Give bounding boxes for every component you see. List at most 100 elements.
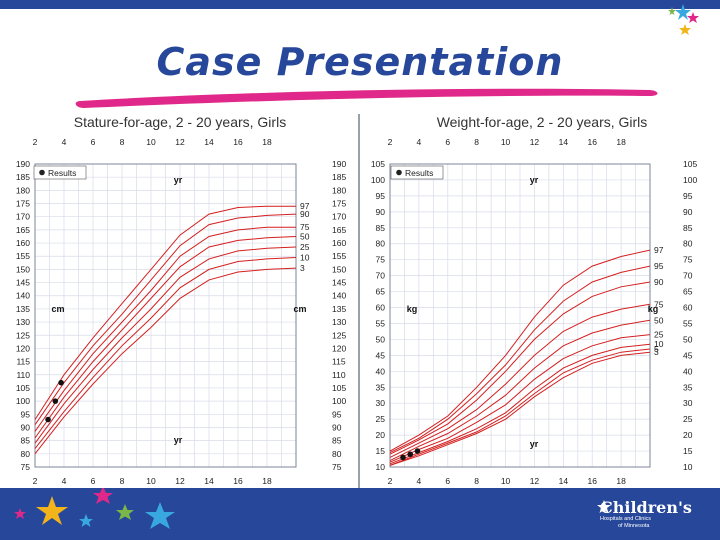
stature-y-tick-left: 135: [16, 304, 30, 314]
stature-x-unit-bottom: yr: [174, 435, 183, 445]
weight-x-tick-bottom: 2: [388, 476, 393, 486]
stature-percentile-90-line: [34, 213, 297, 426]
stature-y-tick-right: 170: [332, 212, 346, 222]
stature-chart-title: Stature-for-age, 2 - 20 years, Girls: [74, 114, 286, 130]
weight-x-tick-bottom: 16: [587, 476, 597, 486]
stature-y-tick-left: 190: [16, 159, 30, 169]
weight-percentile-95-label: 95: [654, 261, 664, 271]
stature-percentile-90-label: 90: [300, 209, 310, 219]
stature-x-tick-bottom: 4: [62, 476, 67, 486]
star-icon: [116, 504, 134, 520]
stature-x-tick-top: 18: [262, 137, 272, 147]
stature-y-tick-left: 80: [21, 449, 31, 459]
weight-x-tick-top: 12: [530, 137, 540, 147]
stature-y-tick-left: 175: [16, 199, 30, 209]
stature-x-tick-top: 10: [146, 137, 156, 147]
star-icon: [79, 514, 93, 527]
stature-y-tick-left: 145: [16, 278, 30, 288]
stature-y-tick-left: 170: [16, 212, 30, 222]
stature-y-unit-left: cm: [51, 304, 64, 314]
stature-y-tick-right: 115: [332, 357, 346, 367]
stature-percentile-3-label: 3: [300, 263, 305, 273]
weight-percentile-25-label: 25: [654, 330, 664, 340]
stature-y-tick-right: 110: [332, 370, 346, 380]
weight-y-tick-left: 50: [376, 334, 386, 344]
weight-y-tick-right: 95: [683, 191, 693, 201]
footer-stars: [14, 486, 175, 529]
weight-result-point: [414, 448, 421, 454]
weight-percentile-90-line: [389, 281, 651, 455]
stature-y-tick-left: 180: [16, 185, 30, 195]
stature-x-tick-top: 12: [175, 137, 185, 147]
star-icon: [145, 502, 175, 529]
star-icon: [668, 7, 676, 15]
stature-y-tick-right: 120: [332, 343, 346, 353]
stature-y-tick-right: 190: [332, 159, 346, 169]
stature-percentile-97-label: 97: [300, 201, 310, 211]
weight-y-tick-right: 10: [683, 462, 693, 472]
weight-percentile-10-label: 10: [654, 339, 664, 349]
stature-y-tick-left: 115: [16, 357, 30, 367]
star-icon: [36, 496, 68, 525]
weight-y-tick-left: 45: [376, 350, 386, 360]
weight-x-tick-bottom: 10: [501, 476, 511, 486]
weight-y-tick-left: 75: [376, 255, 386, 265]
weight-y-tick-left: 35: [376, 382, 386, 392]
weight-x-tick-top: 2: [388, 137, 393, 147]
stature-y-tick-right: 85: [332, 436, 342, 446]
weight-y-tick-left: 90: [376, 207, 386, 217]
stature-percentile-50-label: 50: [300, 231, 310, 241]
weight-percentile-3-line: [389, 351, 651, 466]
star-icon: [675, 4, 691, 20]
weight-y-unit-left: kg: [407, 304, 418, 314]
stature-y-tick-right: 175: [332, 199, 346, 209]
weight-x-unit-bottom: yr: [530, 439, 539, 449]
weight-y-tick-left: 40: [376, 366, 386, 376]
logo-mark: [597, 500, 611, 513]
weight-x-tick-bottom: 14: [559, 476, 569, 486]
stature-x-tick-bottom: 16: [233, 476, 243, 486]
weight-y-tick-right: 45: [683, 350, 693, 360]
weight-y-tick-left: 80: [376, 239, 386, 249]
stature-y-tick-left: 110: [16, 370, 30, 380]
stature-result-point: [52, 398, 59, 404]
corner-stars: [668, 4, 699, 35]
weight-x-tick-top: 18: [616, 137, 626, 147]
stature-x-tick-top: 6: [91, 137, 96, 147]
weight-y-tick-right: 85: [683, 223, 693, 233]
weight-percentile-97-line: [389, 249, 651, 452]
stature-y-tick-left: 130: [16, 317, 30, 327]
stature-y-tick-left: 150: [16, 264, 30, 274]
weight-x-tick-bottom: 4: [417, 476, 422, 486]
stature-percentile-75-label: 75: [300, 222, 310, 232]
stature-x-tick-top: 14: [204, 137, 214, 147]
stature-y-tick-left: 75: [21, 462, 31, 472]
weight-y-tick-left: 20: [376, 430, 386, 440]
stature-y-tick-right: 135: [332, 304, 346, 314]
weight-y-tick-left: 10: [376, 462, 386, 472]
stature-y-tick-right: 155: [332, 251, 346, 261]
weight-y-tick-left: 85: [376, 223, 386, 233]
weight-y-tick-left: 70: [376, 271, 386, 281]
weight-y-tick-right: 80: [683, 239, 693, 249]
stature-x-tick-bottom: 14: [204, 476, 214, 486]
star-icon: [597, 500, 611, 513]
weight-y-tick-right: 70: [683, 271, 693, 281]
weight-percentile-5-line: [389, 348, 651, 466]
pink-swoosh: [75, 88, 658, 108]
stature-percentile-25-label: 25: [300, 242, 310, 252]
weight-chart-title: Weight-for-age, 2 - 20 years, Girls: [437, 114, 648, 130]
weight-percentile-3-label: 3: [654, 347, 659, 357]
weight-percentile-5-label: 5: [654, 344, 659, 354]
weight-percentile-75-line: [389, 303, 651, 458]
stature-y-tick-right: 130: [332, 317, 346, 327]
stature-x-tick-top: 16: [233, 137, 243, 147]
weight-y-tick-right: 40: [683, 366, 693, 376]
weight-legend-marker: [396, 169, 402, 176]
stature-y-tick-left: 85: [21, 436, 31, 446]
footer-band: [0, 488, 720, 540]
stature-y-tick-left: 90: [21, 422, 31, 432]
stature-y-tick-right: 150: [332, 264, 346, 274]
stature-y-tick-left: 120: [16, 343, 30, 353]
